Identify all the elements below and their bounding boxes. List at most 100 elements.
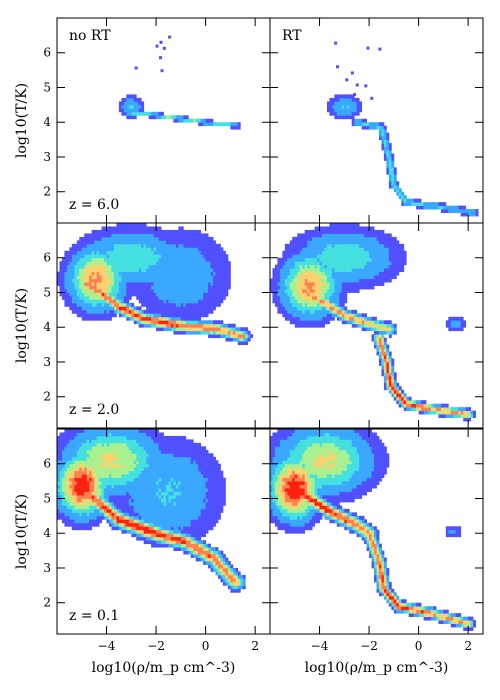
density-cell — [61, 508, 65, 513]
density-cell — [81, 442, 85, 447]
density-cell — [416, 202, 420, 207]
density-cell — [317, 271, 320, 276]
density-cell — [64, 432, 68, 437]
density-cell — [123, 282, 127, 286]
density-cell — [378, 257, 382, 262]
density-cell — [294, 268, 298, 273]
density-cell — [81, 302, 85, 307]
density-cell — [151, 250, 154, 255]
density-cell — [91, 316, 95, 321]
density-cell — [356, 233, 360, 238]
density-cell — [284, 268, 288, 273]
density-cell — [94, 515, 98, 520]
density-cell — [208, 299, 211, 304]
density-cell — [136, 512, 140, 517]
density-cell — [289, 313, 293, 318]
density-cell — [96, 243, 100, 248]
density-cell — [126, 97, 130, 102]
density-cell — [180, 226, 184, 231]
density-cell — [336, 236, 340, 241]
density-cell — [351, 309, 355, 314]
density-cell — [383, 275, 387, 279]
density-cell — [111, 233, 115, 238]
density-cell — [116, 508, 120, 513]
density-cell — [371, 261, 375, 266]
density-cell — [433, 410, 437, 415]
density-cell — [106, 453, 110, 458]
density-cell — [222, 250, 226, 255]
density-cell — [61, 439, 65, 444]
density-cell — [173, 289, 177, 293]
density-cell — [463, 417, 467, 422]
density-cell — [96, 488, 100, 492]
density-cell — [136, 467, 140, 472]
density-cell — [163, 115, 167, 120]
density-cell — [304, 292, 308, 297]
density-cell — [136, 495, 140, 499]
density-cell — [113, 439, 117, 444]
density-cell — [74, 278, 78, 283]
density-cell — [421, 410, 424, 415]
density-cell — [341, 108, 345, 113]
density-cell — [391, 184, 395, 189]
density-cell — [126, 508, 130, 513]
density-cell — [151, 439, 154, 444]
density-cell — [455, 327, 459, 332]
density-cell — [69, 439, 73, 444]
density-cell — [346, 94, 350, 99]
density-cell — [118, 519, 122, 524]
density-cell — [381, 257, 385, 262]
density-cell — [213, 295, 216, 300]
density-cell — [418, 407, 422, 412]
density-cell — [336, 94, 340, 99]
density-cell — [210, 295, 214, 300]
density-cell — [356, 257, 360, 262]
density-cell — [59, 442, 63, 447]
density-cell — [287, 289, 291, 293]
density-cell — [426, 410, 429, 415]
density-cell — [101, 313, 105, 318]
density-cell — [128, 316, 132, 321]
density-cell — [435, 407, 439, 412]
density-cell — [183, 257, 187, 262]
density-cell — [59, 512, 63, 517]
density-cell — [364, 264, 367, 269]
density-cell — [148, 299, 152, 304]
density-cell — [151, 540, 154, 545]
density-cell — [91, 474, 95, 479]
density-cell — [208, 330, 211, 335]
density-cell — [326, 233, 330, 238]
density-cell — [193, 330, 197, 335]
density-cell — [121, 470, 125, 475]
density-cell — [138, 498, 142, 503]
density-cell — [66, 460, 70, 465]
density-cell — [294, 243, 298, 248]
density-cell — [165, 275, 169, 279]
density-cell — [116, 229, 120, 234]
density-cell — [185, 285, 189, 290]
density-cell — [61, 463, 65, 468]
density-cell — [190, 323, 194, 328]
density-cell — [193, 233, 197, 238]
density-cell — [175, 250, 179, 255]
density-cell — [445, 320, 449, 325]
scatter-point — [334, 41, 338, 45]
density-cell — [393, 379, 397, 384]
density-cell — [163, 285, 167, 290]
density-cell — [126, 467, 130, 472]
density-cell — [133, 115, 137, 120]
density-cell — [319, 289, 323, 293]
density-cell — [317, 278, 320, 283]
density-cell — [74, 512, 78, 517]
density-cell — [94, 484, 98, 489]
density-cell — [304, 316, 308, 321]
density-cell — [126, 515, 130, 520]
density-cell — [94, 512, 98, 517]
density-cell — [138, 236, 142, 241]
density-cell — [200, 306, 204, 311]
density-cell — [307, 243, 311, 248]
density-cell — [438, 202, 442, 207]
density-cell — [141, 456, 145, 461]
density-cell — [79, 278, 83, 283]
density-cell — [126, 453, 130, 458]
